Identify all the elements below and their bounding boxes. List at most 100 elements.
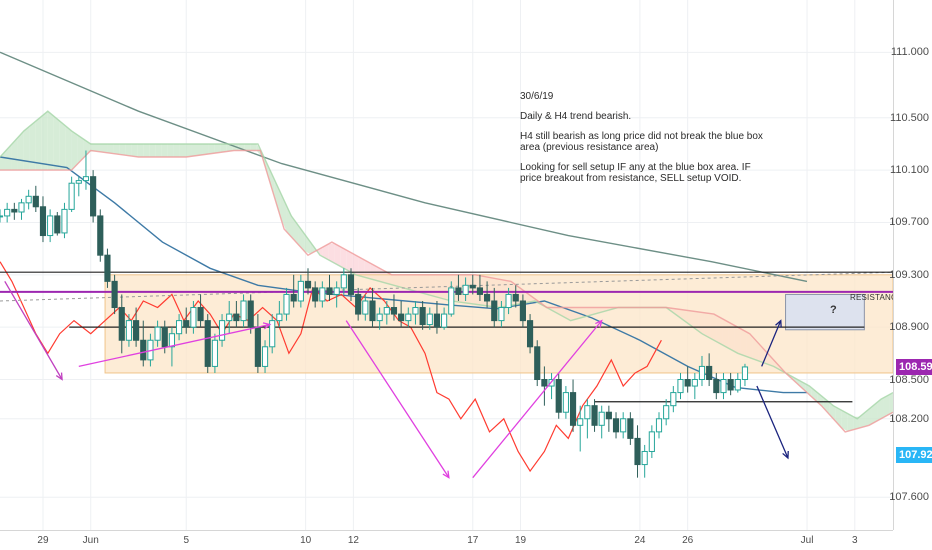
candle-body — [505, 293, 512, 309]
cloud-segment — [871, 402, 878, 424]
candle-body — [519, 300, 526, 322]
candle-body — [734, 379, 741, 391]
candle-body — [340, 274, 347, 289]
question-mark: ? — [830, 304, 837, 316]
candle-body — [111, 280, 118, 309]
cloud-segment — [89, 143, 96, 152]
candle-body — [304, 280, 312, 289]
x-tick-label: 19 — [514, 535, 527, 546]
y-tick-label: 108.900 — [889, 321, 929, 334]
candle-body — [11, 208, 18, 213]
cloud-segment — [214, 143, 221, 154]
cloud-segment — [41, 111, 48, 171]
cloud-segment — [346, 249, 353, 273]
cloud-segment — [286, 205, 293, 239]
x-tick-label: 24 — [634, 535, 646, 546]
x-tick-label: 29 — [37, 535, 49, 546]
cloud-segment — [847, 413, 854, 432]
long-ma-line — [0, 51, 808, 283]
candle-body — [68, 182, 75, 210]
x-tick-label: 3 — [852, 535, 858, 546]
cloud-segment — [829, 402, 836, 422]
candle-body — [254, 326, 261, 367]
cloud-segment — [889, 393, 893, 415]
time-axis[interactable]: 29 Jun 5 10 12 17 19 24 26 Jul 3 — [0, 530, 893, 550]
lagging-span-line — [0, 261, 662, 473]
candle-body — [641, 450, 648, 466]
cloud-segment — [883, 394, 890, 418]
candle-body — [648, 431, 655, 452]
x-tick-label: 5 — [183, 535, 190, 546]
arrow-up-blue-head — [775, 319, 782, 328]
note-line-3: Looking for sell setup IF any at the blu… — [520, 162, 751, 184]
candle-body — [577, 418, 584, 426]
cloud-segment — [107, 143, 114, 154]
candle-body — [741, 366, 749, 381]
candle-body — [498, 307, 505, 322]
candle-body — [476, 287, 484, 295]
cloud-segment — [155, 143, 162, 158]
x-tick-label: 10 — [300, 535, 312, 546]
cloud-segment — [268, 167, 275, 198]
cloud-segment — [185, 143, 192, 158]
cloud-segment — [173, 143, 180, 158]
candle-body — [362, 300, 369, 315]
x-tick-label: 12 — [347, 535, 359, 546]
candle-body — [211, 339, 218, 367]
candle-body — [204, 320, 211, 367]
y-tick-label: 107.600 — [889, 491, 929, 504]
arrow-up-june — [78, 323, 270, 368]
y-tick-label: 111.000 — [890, 46, 929, 59]
cloud-segment — [334, 243, 341, 267]
x-tick-label: Jun — [82, 535, 99, 546]
candle-body — [161, 326, 168, 348]
candle-body — [97, 215, 104, 256]
candle-body — [584, 405, 591, 420]
arrow-down-mid-head — [442, 470, 450, 479]
cloud-segment — [137, 143, 144, 158]
y-tick-label: 108.200 — [889, 412, 929, 425]
candle-body — [484, 293, 491, 302]
candle-body — [691, 379, 698, 387]
candle-body — [104, 254, 111, 282]
cloud-segment — [274, 179, 281, 218]
candle-body — [541, 379, 548, 387]
candle-body — [226, 313, 233, 322]
candle-body — [32, 195, 39, 208]
candle-body — [534, 346, 541, 381]
analysis-note: 30/6/19 Daily & H4 trend bearish. H4 sti… — [520, 91, 770, 193]
candle-body — [677, 379, 684, 394]
candle-body — [247, 300, 254, 328]
cloud-segment — [29, 121, 36, 171]
candle-body — [333, 287, 340, 295]
cloud-segment — [149, 143, 156, 158]
candle-body — [269, 320, 276, 348]
cloud-segment — [220, 143, 227, 153]
cloud-segment — [244, 143, 251, 151]
y-tick-label: 110.500 — [890, 111, 929, 124]
candle-body — [634, 437, 641, 466]
blue-box-zone — [785, 293, 865, 331]
candle-body — [441, 313, 448, 328]
candle-body — [727, 379, 734, 391]
candle-body — [312, 287, 319, 302]
cloud-segment — [77, 134, 84, 164]
candle-body — [405, 313, 412, 322]
cloud-segment — [167, 143, 174, 158]
candle-body — [61, 208, 68, 234]
y-tick-label: 110.100 — [890, 164, 929, 177]
candle-body — [276, 313, 283, 322]
candle-body — [555, 379, 562, 413]
candle-body — [562, 392, 569, 413]
candle-body — [261, 346, 269, 367]
candle-body — [47, 215, 54, 237]
candle-body — [670, 392, 677, 407]
arrow-down-blue-head — [782, 451, 789, 460]
candle-body — [0, 215, 4, 218]
chart-canvas[interactable] — [0, 0, 893, 530]
candle-body — [605, 411, 612, 420]
cloud-segment — [340, 246, 347, 270]
price-axis[interactable]: 111.000 110.500 110.100 109.700 109.300 108.9… — [889, 0, 932, 530]
candle-body — [75, 180, 82, 184]
candle-body — [326, 287, 333, 295]
